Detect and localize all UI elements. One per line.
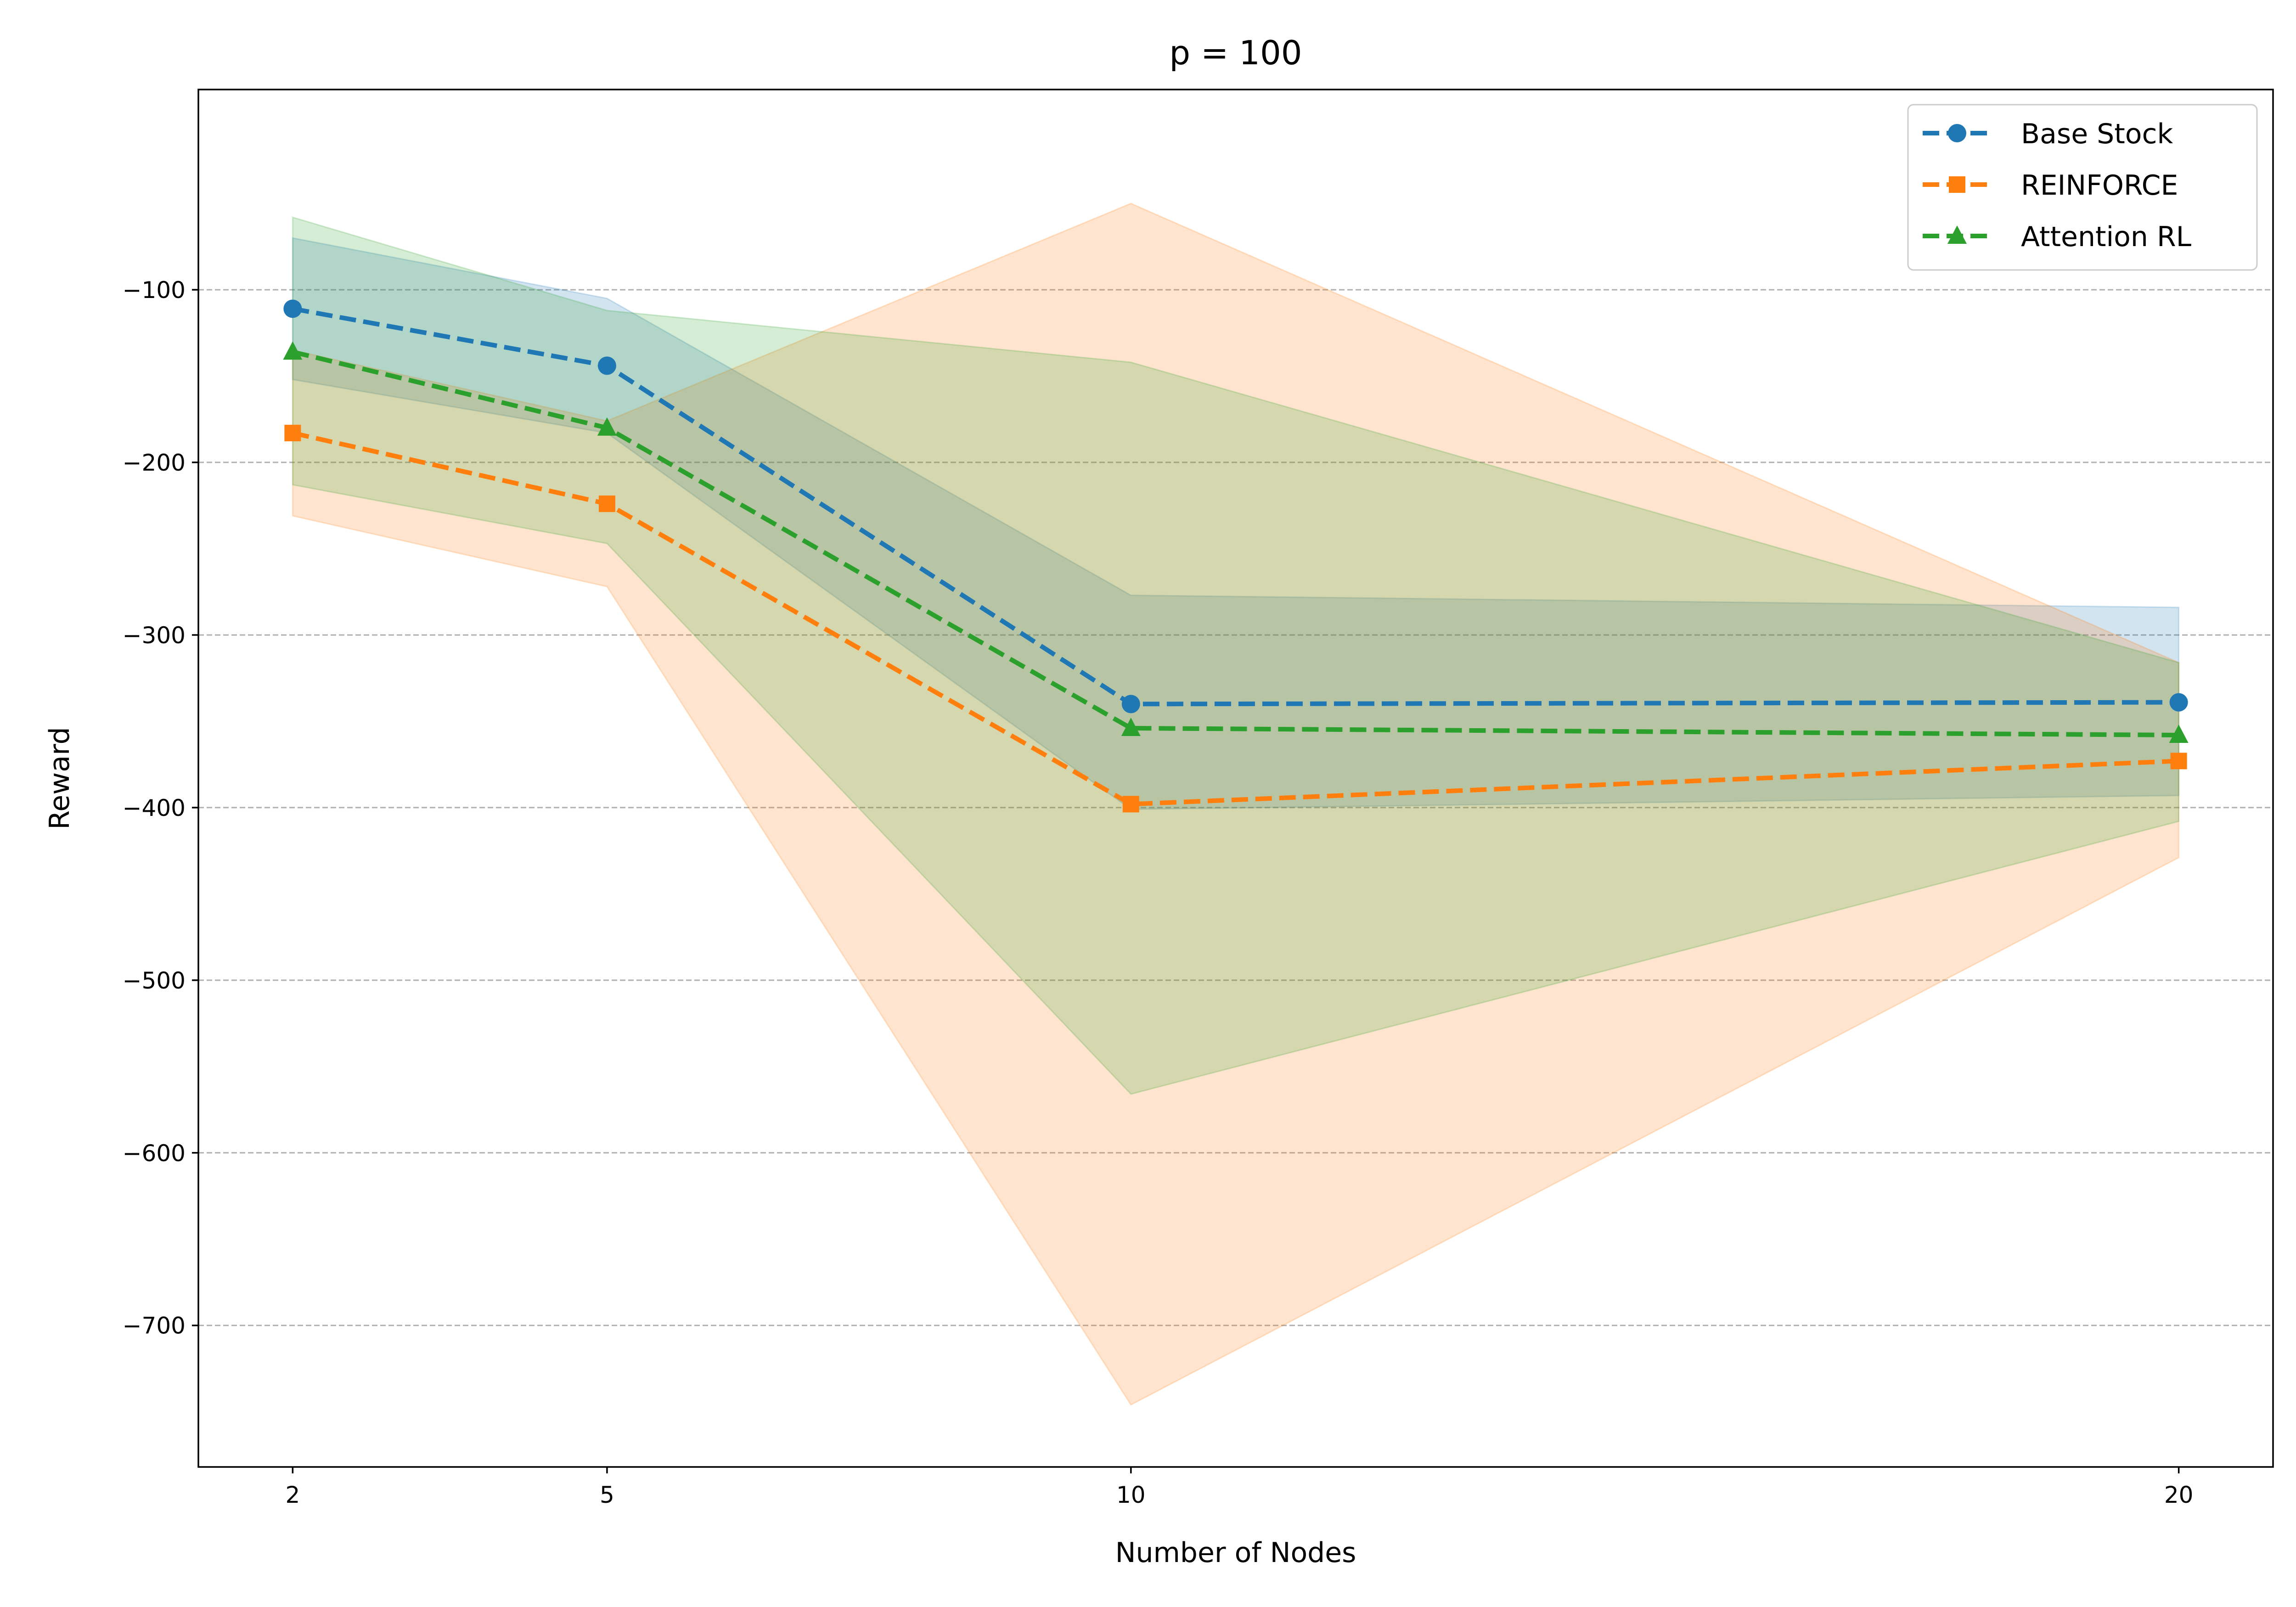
y-axis-label: Reward: [44, 727, 76, 829]
legend-box: [1907, 104, 2258, 271]
legend-marker-base-stock: [1948, 124, 1966, 142]
data-point-base-stock: [597, 356, 616, 375]
chart-title: p = 100: [1169, 34, 1302, 72]
data-point-attention-rl: [2169, 725, 2189, 743]
y-tick-label: −600: [123, 1140, 186, 1167]
legend-label-reinforce: REINFORCE: [2021, 169, 2178, 202]
y-tick-label: −400: [123, 795, 186, 821]
x-axis-label: Number of Nodes: [1115, 1537, 1356, 1569]
band-reinforce: [292, 202, 2180, 1406]
data-point-reinforce: [1122, 796, 1139, 813]
legend-label-base-stock: Base Stock: [2021, 118, 2173, 150]
x-tick-label: 20: [2164, 1482, 2194, 1508]
data-point-attention-rl: [1121, 717, 1141, 736]
y-tick-label: −500: [123, 967, 186, 994]
data-point-reinforce: [284, 425, 301, 442]
legend-label-attention-rl: Attention RL: [2021, 221, 2192, 253]
x-tick-label: 10: [1116, 1482, 1146, 1508]
data-point-base-stock: [2169, 693, 2188, 712]
data-point-base-stock: [283, 299, 302, 318]
axis-layer: −100 −200 −300 −400 −500 −600 −700 2 5 10 20: [123, 277, 2194, 1508]
plot-frame: [197, 89, 2274, 1468]
data-point-base-stock: [1121, 695, 1140, 714]
legend: Base Stock REINFORCE Attention RL: [1907, 104, 2258, 271]
series-line-reinforce: [292, 431, 2179, 807]
x-tick-label: 5: [600, 1482, 614, 1508]
legend-marker-attention-rl: [1947, 225, 1967, 244]
y-tick-label: −100: [123, 277, 186, 303]
y-tick-label: −700: [123, 1313, 186, 1339]
x-tick-label: 2: [285, 1482, 300, 1508]
y-tick-label: −200: [123, 450, 186, 476]
y-tick-label: −300: [123, 622, 186, 649]
band-layer: [292, 202, 2180, 1406]
grid-layer: [198, 289, 2273, 1326]
series-line-attention-rl: [292, 349, 2179, 738]
legend-marker-reinforce: [1949, 176, 1965, 193]
line-layer: [292, 306, 2179, 807]
band-attention-rl: [292, 216, 2180, 1095]
data-point-attention-rl: [283, 341, 303, 360]
data-point-reinforce: [2170, 753, 2187, 770]
band-base-stock: [292, 237, 2180, 810]
data-point-reinforce: [598, 495, 615, 512]
data-point-attention-rl: [597, 417, 617, 436]
series-line-base-stock: [292, 306, 2179, 707]
marker-layer: [283, 299, 2189, 813]
